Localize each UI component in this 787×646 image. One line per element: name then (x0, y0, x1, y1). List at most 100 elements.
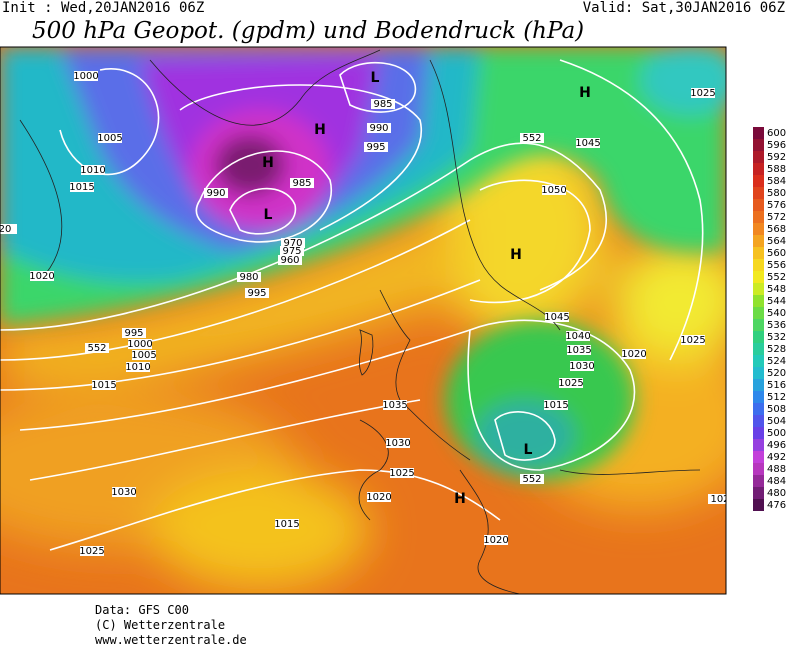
label-background (542, 185, 566, 195)
colorbar-swatch (753, 427, 764, 439)
pressure-center: L (371, 70, 380, 86)
colorbar-label: 568 (767, 224, 786, 235)
isobar-label: 995 (247, 288, 266, 299)
colorbar-label: 492 (767, 452, 786, 463)
isobar-label: 552 (522, 133, 541, 144)
isobar-label: 1025 (690, 88, 715, 99)
colorbar-label: 496 (767, 440, 786, 451)
colorbar-label: 512 (767, 392, 786, 403)
label-background (576, 138, 600, 148)
colorbar-swatch (753, 343, 764, 355)
colorbar-label: 572 (767, 212, 786, 223)
isobar-label: 1015 (274, 519, 299, 530)
label-background (544, 400, 568, 410)
colorbar-label: 600 (767, 128, 786, 139)
footer-copyright: (C) Wetterzentrale (95, 618, 225, 632)
label-background (112, 487, 136, 497)
colorbar-swatch (753, 379, 764, 391)
colorbar-label: 544 (767, 296, 786, 307)
label-background (81, 165, 105, 175)
label-background (570, 361, 594, 371)
colorbar-label: 540 (767, 308, 786, 319)
isobar-label: 1030 (111, 487, 136, 498)
label-background (204, 188, 228, 198)
label-background (390, 468, 414, 478)
label-background (74, 71, 98, 81)
map-title: 500 hPa Geopot. (gpdm) und Bodendruck (h… (32, 18, 584, 44)
isobar-label: 1010 (80, 165, 105, 176)
colorbar-swatch (753, 211, 764, 223)
label-background (383, 400, 407, 410)
colorbar-label: 500 (767, 428, 786, 439)
label-background (132, 350, 156, 360)
label-background (559, 378, 583, 388)
colorbar-label: 584 (767, 176, 786, 187)
colorbar-swatch (753, 367, 764, 379)
isobar-label: 1010 (125, 362, 150, 373)
isobar-label: 995 (366, 142, 385, 153)
isobar-label: 985 (373, 99, 392, 110)
label-background (364, 142, 388, 152)
label-background (386, 438, 410, 448)
isobar-label: 1045 (575, 138, 600, 149)
isobar-label: 1020 (366, 492, 391, 503)
colorbar-swatch (753, 307, 764, 319)
colorbar-swatch (753, 235, 764, 247)
pressure-center: H (314, 122, 326, 138)
label-background (70, 182, 94, 192)
colorbar-swatch (753, 487, 764, 499)
isobar-label: 1005 (97, 133, 122, 144)
label-background (367, 123, 391, 133)
label-background (0, 224, 17, 234)
colorbar-swatch (753, 271, 764, 283)
pressure-center: H (454, 491, 466, 507)
footer-data: Data: GFS C00 (95, 603, 189, 617)
footer-url: www.wetterzentrale.de (95, 633, 247, 646)
label-background (92, 380, 116, 390)
isobar-label: 552 (522, 474, 541, 485)
pressure-centers: L H H L H H L H (262, 70, 591, 507)
colorbar: 6005965925885845805765725685645605565525… (753, 127, 786, 511)
isobar-label: 552 (87, 343, 106, 354)
colorbar-label: 476 (767, 500, 786, 511)
isobar-label: 1025 (680, 335, 705, 346)
colorbar-label: 516 (767, 380, 786, 391)
colorbar-swatch (753, 259, 764, 271)
isobar-label: 1025 (79, 546, 104, 557)
colorbar-swatch (753, 451, 764, 463)
colorbar-swatch (753, 439, 764, 451)
colorbar-label: 580 (767, 188, 786, 199)
isobar-label: 1020 (621, 349, 646, 360)
isobar-label: 102 (710, 494, 729, 505)
label-background (281, 238, 305, 248)
colorbar-label: 520 (767, 368, 786, 379)
isobar-label: 1030 (385, 438, 410, 449)
label-background (567, 345, 591, 355)
isobar-label: 1045 (544, 312, 569, 323)
colorbar-label: 508 (767, 404, 786, 415)
colorbar-label: 588 (767, 164, 786, 175)
colorbar-swatch (753, 247, 764, 259)
label-background (278, 255, 302, 265)
colorbar-swatch (753, 403, 764, 415)
isobar-label: 1015 (543, 400, 568, 411)
label-background (85, 343, 109, 353)
isobar-label: 960 (280, 255, 299, 266)
colorbar-swatch (753, 499, 764, 511)
isobar-label: 990 (369, 123, 388, 134)
label-background (245, 288, 269, 298)
colorbar-swatch (753, 163, 764, 175)
colorbar-swatch (753, 463, 764, 475)
colorbar-swatch (753, 355, 764, 367)
label-background (367, 492, 391, 502)
map-area: 1000100510101015102020995100010051010101… (0, 47, 729, 594)
label-background (371, 99, 395, 109)
isobar-label: 1020 (483, 535, 508, 546)
isobar-label: 985 (292, 178, 311, 189)
label-background (80, 546, 104, 556)
pressure-center: L (264, 207, 273, 223)
isobar-label: 1015 (69, 182, 94, 193)
label-background (566, 331, 590, 341)
colorbar-swatch (753, 139, 764, 151)
